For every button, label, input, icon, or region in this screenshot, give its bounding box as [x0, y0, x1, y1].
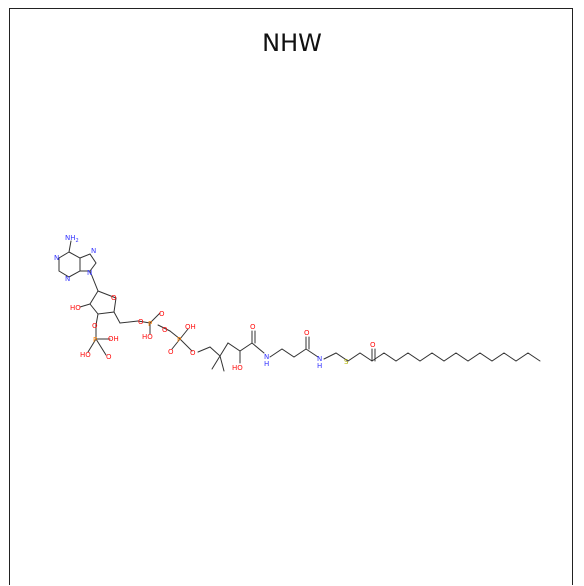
- atom-pb-o: O: [168, 348, 174, 356]
- bond-lines: [58, 240, 541, 372]
- diagram-frame: NHW: [9, 8, 573, 585]
- atom-nh2-amide-h: H: [317, 362, 322, 370]
- atom-2-oh: HO: [70, 304, 81, 312]
- molecule-title: NHW: [262, 29, 322, 57]
- atom-amide-o2: O: [304, 329, 310, 337]
- atom-pa: P: [148, 320, 152, 328]
- atom-nh1-h: H: [264, 360, 269, 368]
- atom-p3-o: O: [106, 353, 112, 361]
- atom-p3-oh-b: HO: [80, 351, 91, 359]
- atom-pa-o: O: [159, 310, 165, 318]
- atom-pb-o-chain: O: [190, 349, 196, 357]
- atom-pantoate-oh: HO: [232, 364, 243, 372]
- atom-pb: P: [177, 336, 181, 344]
- atom-labels: NH2 N N N N O HO O P OH HO O O P O HO O …: [54, 234, 376, 372]
- atom-3-o: O: [92, 322, 98, 330]
- atom-pa-oh: HO: [142, 333, 153, 341]
- atom-p3: P: [93, 336, 97, 344]
- atom-nh2: NH2: [65, 234, 79, 244]
- atom-n1: N: [54, 254, 59, 262]
- atom-n7: N: [91, 247, 96, 255]
- atom-sulfur: S: [344, 358, 349, 366]
- atom-keto-o: O: [370, 341, 376, 349]
- atom-pb-oh: OH: [185, 323, 196, 331]
- atom-nh1: N: [264, 353, 269, 361]
- atom-ring-o: O: [111, 294, 117, 302]
- atom-amide-o1: O: [250, 323, 256, 331]
- atom-n3: N: [65, 275, 70, 283]
- atom-p3-oh-a: OH: [108, 335, 119, 343]
- molecule-structure: NH2 N N N N O HO O P OH HO O O P O HO O …: [54, 234, 541, 372]
- atom-5-o: O: [138, 318, 144, 326]
- atom-bridge-o: O: [162, 326, 168, 334]
- atom-n9: N: [87, 269, 92, 277]
- atom-nh2-amide: N: [317, 355, 322, 363]
